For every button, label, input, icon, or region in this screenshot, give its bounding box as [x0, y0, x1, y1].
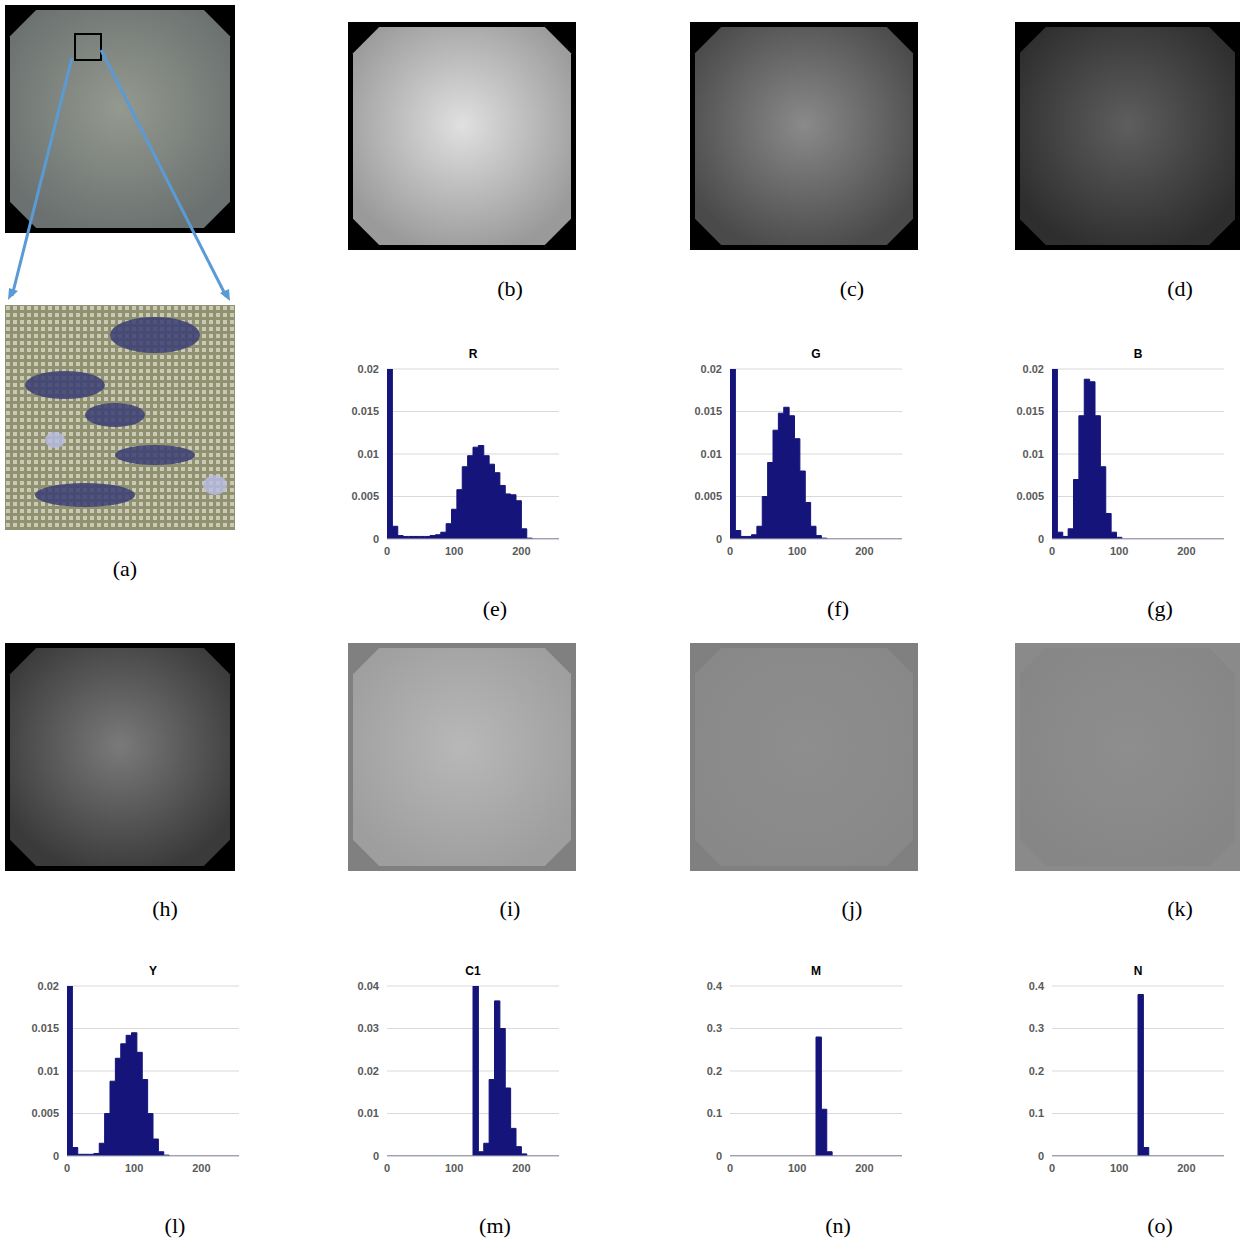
- svg-text:0: 0: [53, 1150, 59, 1162]
- svg-text:100: 100: [788, 1162, 806, 1174]
- html-text:(g): (g): [1147, 596, 1173, 621]
- svg-text:200: 200: [855, 545, 873, 557]
- svg-text:0.005: 0.005: [694, 490, 722, 502]
- html-text:R: R: [468, 347, 478, 361]
- svg-text:0.03: 0.03: [358, 1022, 379, 1034]
- svg-text:200: 200: [192, 1162, 210, 1174]
- svg-text:200: 200: [1177, 1162, 1195, 1174]
- svg-text:0.015: 0.015: [351, 405, 379, 417]
- svg-text:0.4: 0.4: [1029, 980, 1045, 992]
- svg-text:0.02: 0.02: [358, 1065, 379, 1077]
- html-text:(i): (i): [499, 896, 521, 921]
- svg-text:0.01: 0.01: [38, 1065, 59, 1077]
- svg-text:0.3: 0.3: [707, 1022, 722, 1034]
- html-text:(d): (d): [1167, 276, 1193, 301]
- svg-text:0.02: 0.02: [701, 363, 722, 375]
- svg-text:0: 0: [727, 1162, 733, 1174]
- html-text:N: N: [1133, 964, 1143, 978]
- svg-text:0: 0: [1038, 1150, 1044, 1162]
- svg-text:0.4: 0.4: [707, 980, 723, 992]
- svg-text:200: 200: [512, 1162, 530, 1174]
- svg-text:0.005: 0.005: [351, 490, 379, 502]
- html-text:(f): (f): [827, 596, 849, 621]
- svg-text:0.02: 0.02: [358, 363, 379, 375]
- svg-text:100: 100: [125, 1162, 143, 1174]
- html-text:M: M: [811, 964, 821, 978]
- svg-text:0.2: 0.2: [707, 1065, 722, 1077]
- svg-text:100: 100: [445, 1162, 463, 1174]
- svg-text:0.015: 0.015: [1016, 405, 1044, 417]
- html-text:(m): (m): [479, 1213, 511, 1238]
- svg-text:0.01: 0.01: [358, 448, 379, 460]
- svg-text:0.02: 0.02: [38, 980, 59, 992]
- svg-text:100: 100: [788, 545, 806, 557]
- html-text:(a): (a): [112, 556, 138, 581]
- svg-text:0.01: 0.01: [1023, 448, 1044, 460]
- html-text:(c): (c): [839, 276, 865, 301]
- svg-text:0: 0: [384, 1162, 390, 1174]
- html-text:C1: C1: [465, 964, 481, 978]
- html-text:(n): (n): [825, 1213, 851, 1238]
- svg-text:0.01: 0.01: [701, 448, 722, 460]
- html-text:(e): (e): [482, 596, 508, 621]
- svg-text:100: 100: [445, 545, 463, 557]
- svg-text:0: 0: [716, 533, 722, 545]
- html-text:G: G: [811, 347, 821, 361]
- svg-text:0.1: 0.1: [707, 1107, 722, 1119]
- html-text:(h): (h): [152, 896, 178, 921]
- svg-text:0.04: 0.04: [358, 980, 380, 992]
- html-text:(b): (b): [497, 276, 523, 301]
- svg-text:0: 0: [727, 545, 733, 557]
- svg-text:0: 0: [1049, 1162, 1055, 1174]
- html-text:B: B: [1133, 347, 1143, 361]
- html-text:Y: Y: [149, 964, 157, 978]
- svg-text:0.02: 0.02: [1023, 363, 1044, 375]
- svg-text:0: 0: [384, 545, 390, 557]
- svg-text:200: 200: [855, 1162, 873, 1174]
- svg-text:0.015: 0.015: [31, 1022, 59, 1034]
- html-text:(j): (j): [841, 896, 863, 921]
- svg-text:0.01: 0.01: [358, 1107, 379, 1119]
- svg-text:0: 0: [373, 1150, 379, 1162]
- svg-text:0.1: 0.1: [1029, 1107, 1044, 1119]
- svg-text:0: 0: [373, 533, 379, 545]
- svg-text:0.2: 0.2: [1029, 1065, 1044, 1077]
- svg-text:0: 0: [1038, 533, 1044, 545]
- svg-text:100: 100: [1110, 1162, 1128, 1174]
- html-text:(l): (l): [164, 1213, 186, 1238]
- svg-text:200: 200: [512, 545, 530, 557]
- svg-text:0.005: 0.005: [1016, 490, 1044, 502]
- svg-text:100: 100: [1110, 545, 1128, 557]
- html-text:(o): (o): [1147, 1213, 1173, 1238]
- svg-text:0.015: 0.015: [694, 405, 722, 417]
- svg-text:0: 0: [64, 1162, 70, 1174]
- html-text:(k): (k): [1167, 896, 1193, 921]
- svg-text:0: 0: [716, 1150, 722, 1162]
- svg-text:0.005: 0.005: [31, 1107, 59, 1119]
- svg-text:200: 200: [1177, 545, 1195, 557]
- svg-text:0.3: 0.3: [1029, 1022, 1044, 1034]
- svg-text:0: 0: [1049, 545, 1055, 557]
